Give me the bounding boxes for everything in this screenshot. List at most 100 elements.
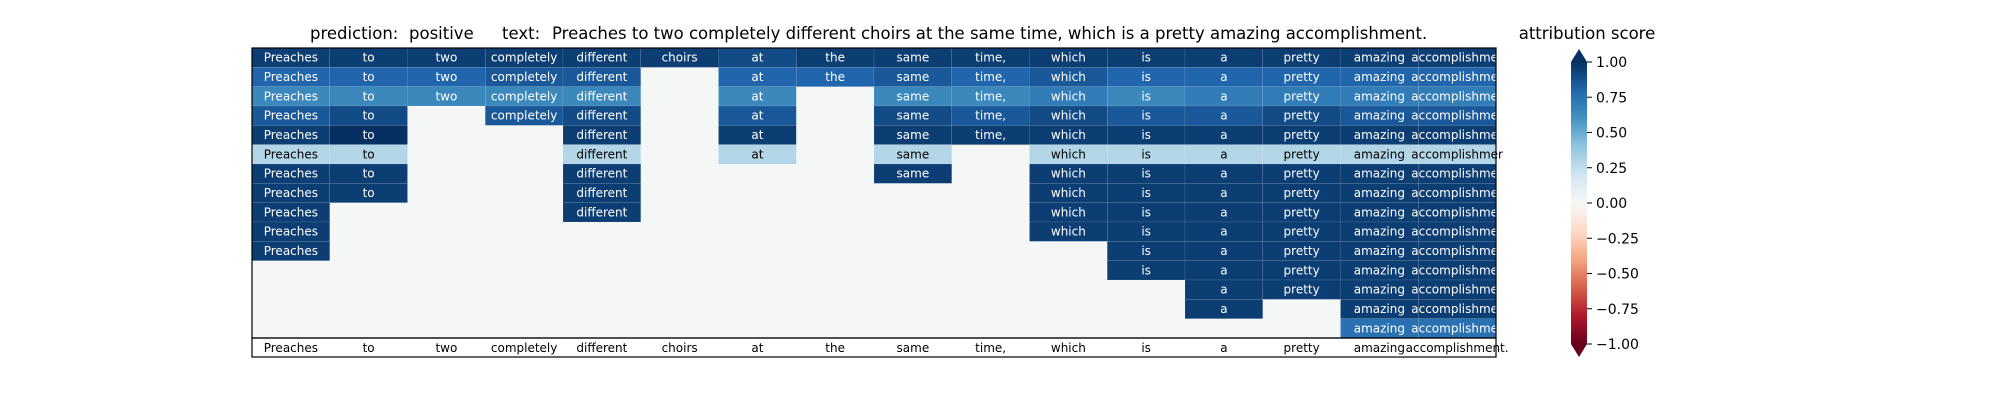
heatmap-cell-label: which (1051, 167, 1086, 181)
heatmap-cell-label: which (1051, 186, 1086, 200)
heatmap-cell-label: a (1220, 263, 1227, 277)
heatmap-cell (873, 163, 952, 184)
heatmap-cell-label: amazing (1354, 109, 1405, 123)
heatmap-cell-label: two (435, 70, 457, 84)
heatmap-cell-label: different (576, 167, 627, 181)
heatmap-cell-label: accomplishmer (1411, 109, 1503, 123)
heatmap-cell-label: accomplishmer (1411, 147, 1503, 161)
token-label: amazing (1354, 341, 1405, 355)
heatmap-cell-label: accomplishmer (1411, 225, 1503, 239)
heatmap-cell-label: is (1141, 89, 1151, 103)
heatmap-cell-label: is (1141, 205, 1151, 219)
heatmap-cell-label: is (1141, 263, 1151, 277)
token-label: at (751, 341, 763, 355)
token-label: different (576, 341, 627, 355)
heatmap-cell-label: pretty (1284, 109, 1320, 123)
heatmap-cell-label: a (1220, 186, 1227, 200)
heatmap-cell-label: accomplishmer (1411, 283, 1503, 297)
heatmap-cell-label: the (825, 70, 845, 84)
heatmap-cell-label: two (435, 51, 457, 65)
colorbar-tick-label: 1.00 (1596, 55, 1627, 71)
heatmap-cell-label: at (751, 128, 763, 142)
heatmap-cell-label: which (1051, 225, 1086, 239)
heatmap-cell-label: completely (491, 70, 558, 84)
heatmap-cell-label: same (897, 147, 930, 161)
heatmap-cell-label: choirs (662, 51, 698, 65)
heatmap-cell-label: accomplishmer (1411, 89, 1503, 103)
heatmap-cell-label: same (897, 51, 930, 65)
heatmap-cell-label: same (897, 109, 930, 123)
heatmap-cell-label: amazing (1354, 167, 1405, 181)
heatmap-cell-label: a (1220, 167, 1227, 181)
heatmap-cell-label: to (363, 147, 375, 161)
heatmap-cell-label: which (1051, 109, 1086, 123)
heatmap-cell-label: is (1141, 51, 1151, 65)
heatmap-cell-label: pretty (1284, 70, 1320, 84)
colorbar-tick-label: −0.75 (1596, 302, 1639, 318)
heatmap-cell-label: different (576, 109, 627, 123)
heatmap-cell-label: is (1141, 186, 1151, 200)
heatmap-cell-label: which (1051, 51, 1086, 65)
colorbar-tick-label: 0.00 (1596, 196, 1627, 212)
heatmap-cell-label: pretty (1284, 89, 1320, 103)
heatmap: Preaches to two completely different choirs at… (251, 47, 1503, 339)
heatmap-cell-label: is (1141, 225, 1151, 239)
heatmap-cell-label: amazing (1354, 70, 1405, 84)
token-label: choirs (662, 341, 698, 355)
colorbar-title: attribution score (1519, 24, 1656, 43)
heatmap-cell-label: Preaches (264, 225, 318, 239)
heatmap-cell-label: different (576, 128, 627, 142)
heatmap-cell (718, 144, 797, 165)
heatmap-cell-label: which (1051, 70, 1086, 84)
heatmap-cell (562, 202, 641, 223)
heatmap-cell-label: which (1051, 128, 1086, 142)
colorbar-upper-extension (1571, 49, 1587, 62)
heatmap-cell-label: different (576, 51, 627, 65)
heatmap-cell-label: accomplishmer (1411, 70, 1503, 84)
heatmap-cell-label: Preaches (264, 244, 318, 258)
text-label: text: (502, 24, 540, 43)
heatmap-cell-label: same (897, 70, 930, 84)
heatmap-cell-label: accomplishmer (1411, 128, 1503, 142)
heatmap-cell-label: accomplishmer (1411, 186, 1503, 200)
heatmap-cell-label: Preaches (264, 186, 318, 200)
token-label: time, (975, 341, 1006, 355)
heatmap-cell-label: time, (975, 109, 1006, 123)
heatmap-cell-label: pretty (1284, 263, 1320, 277)
heatmap-cell-label: amazing (1354, 51, 1405, 65)
heatmap-cell-label: time, (975, 51, 1006, 65)
heatmap-cell-label: a (1220, 109, 1227, 123)
heatmap-cell-label: a (1220, 147, 1227, 161)
heatmap-cell-label: time, (975, 128, 1006, 142)
token-label: Preaches (264, 341, 318, 355)
heatmap-cell-label: different (576, 205, 627, 219)
heatmap-cell-label: Preaches (264, 51, 318, 65)
heatmap-cell-label: at (751, 89, 763, 103)
heatmap-cell-label: same (897, 128, 930, 142)
heatmap-cell-label: same (897, 167, 930, 181)
heatmap-cell-label: Preaches (264, 109, 318, 123)
heatmap-cell-label: Preaches (264, 70, 318, 84)
heatmap-cell (562, 183, 641, 203)
heatmap-cell-label: is (1141, 128, 1151, 142)
prediction-label: prediction: (310, 24, 398, 43)
colorbar-tick-label: −1.00 (1596, 337, 1639, 353)
token-row-frame (251, 337, 1497, 358)
heatmap-cell-label: a (1220, 205, 1227, 219)
heatmap-cell-label: to (363, 89, 375, 103)
colorbar-tick-label: −0.25 (1596, 231, 1639, 247)
heatmap-cell-label: completely (491, 89, 558, 103)
heatmap-cell-label: completely (491, 109, 558, 123)
heatmap-cell-label: amazing (1354, 205, 1405, 219)
heatmap-cell-label: Preaches (264, 167, 318, 181)
heatmap-cell-label: to (363, 51, 375, 65)
heatmap-cell-label: pretty (1284, 244, 1320, 258)
heatmap-cell-label: different (576, 186, 627, 200)
heatmap-cell-label: two (435, 89, 457, 103)
heatmap-cell-label: the (825, 51, 845, 65)
heatmap-cell-label: time, (975, 70, 1006, 84)
heatmap-cell-label: pretty (1284, 51, 1320, 65)
heatmap-cell-label: time, (975, 89, 1006, 103)
heatmap-cell-label: amazing (1354, 128, 1405, 142)
heatmap-cell-label: to (363, 128, 375, 142)
